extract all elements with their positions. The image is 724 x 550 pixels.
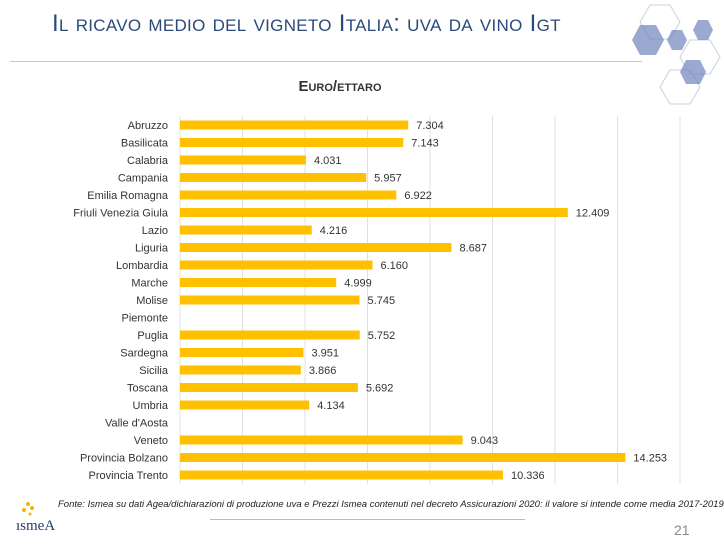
data-label: 5.752 <box>368 330 396 342</box>
source-note: Fonte: Ismea su dati Agea/dichiarazioni … <box>58 499 724 510</box>
category-label: Piemonte <box>122 313 168 325</box>
bar <box>180 260 373 270</box>
bar-chart: Abruzzo 7.304 Basilicata 7.143 Calabria 4.031… <box>73 116 681 484</box>
bar <box>180 295 360 305</box>
bar <box>180 365 301 375</box>
category-label: Campania <box>118 173 169 185</box>
data-label: 8.687 <box>459 243 487 255</box>
data-label: 10.336 <box>511 470 545 482</box>
page-number: 21 <box>674 522 690 538</box>
category-label: Molise <box>136 295 168 307</box>
data-label: 4.999 <box>344 278 372 290</box>
data-label: 3.866 <box>309 365 337 377</box>
bar <box>180 120 409 130</box>
category-label: Basilicata <box>121 138 169 150</box>
bar <box>180 155 306 165</box>
chart-title: Euro/ettaro <box>298 78 382 95</box>
bar <box>180 348 304 357</box>
category-label: Umbria <box>133 400 169 412</box>
bar <box>180 330 360 340</box>
data-label: 9.043 <box>471 435 499 447</box>
data-label: 6.922 <box>404 190 432 202</box>
bar <box>180 383 358 392</box>
category-label: Friuli Venezia Giula <box>73 208 169 220</box>
bar <box>180 243 452 252</box>
category-label: Veneto <box>134 435 168 447</box>
category-label: Abruzzo <box>128 120 168 132</box>
bar <box>180 278 337 287</box>
data-label: 12.409 <box>576 208 610 220</box>
data-label: 4.031 <box>314 155 342 167</box>
bar <box>180 470 503 480</box>
data-label: 14.253 <box>633 453 667 465</box>
data-label: 7.143 <box>411 138 439 150</box>
data-label: 4.216 <box>320 225 348 237</box>
data-label: 4.134 <box>317 400 345 412</box>
bar <box>180 138 404 147</box>
data-label: 5.957 <box>374 173 402 185</box>
data-label: 5.745 <box>368 295 396 307</box>
category-label: Marche <box>131 278 168 290</box>
data-label: 6.160 <box>381 260 409 272</box>
bar <box>180 173 367 182</box>
bar <box>180 435 463 445</box>
ismea-logo: ısmeA <box>16 502 55 534</box>
data-label: 7.304 <box>416 120 444 132</box>
category-label: Puglia <box>137 330 168 342</box>
title-divider <box>10 61 642 62</box>
category-label: Sicilia <box>139 365 169 377</box>
category-label: Sardegna <box>120 348 169 360</box>
bar <box>180 208 568 217</box>
category-label: Emilia Romagna <box>87 190 169 202</box>
category-label: Liguria <box>135 243 169 255</box>
footer-divider <box>210 519 525 520</box>
hexagon-decoration <box>632 4 721 105</box>
bar <box>180 453 626 462</box>
category-label: Calabria <box>127 155 169 167</box>
svg-text:ısmeA: ısmeA <box>16 518 55 534</box>
category-label: Provincia Trento <box>89 470 168 482</box>
data-label: 3.951 <box>311 348 339 360</box>
category-label: Toscana <box>127 383 169 395</box>
bar <box>180 190 397 200</box>
category-label: Lombardia <box>116 260 169 272</box>
bar <box>180 400 310 410</box>
category-label: Lazio <box>142 225 168 237</box>
page-title: Il ricavo medio del vigneto Italia: uva … <box>52 10 561 37</box>
category-label: Valle d'Aosta <box>105 418 169 430</box>
bar <box>180 225 312 235</box>
data-label: 5.692 <box>366 383 394 395</box>
category-label: Provincia Bolzano <box>80 453 168 465</box>
